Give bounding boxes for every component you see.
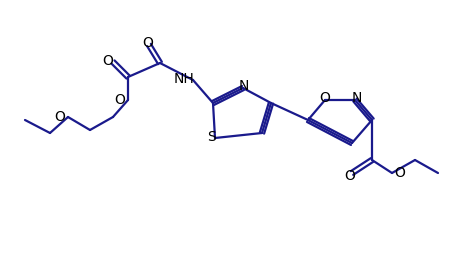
Text: N: N <box>352 91 362 105</box>
Text: O: O <box>143 36 153 50</box>
Text: O: O <box>319 91 330 105</box>
Text: NH: NH <box>174 72 194 86</box>
Text: O: O <box>345 169 355 183</box>
Text: O: O <box>102 54 113 68</box>
Text: N: N <box>239 79 249 93</box>
Text: O: O <box>395 166 405 180</box>
Text: S: S <box>207 130 216 144</box>
Text: O: O <box>115 93 125 107</box>
Text: O: O <box>55 110 66 124</box>
